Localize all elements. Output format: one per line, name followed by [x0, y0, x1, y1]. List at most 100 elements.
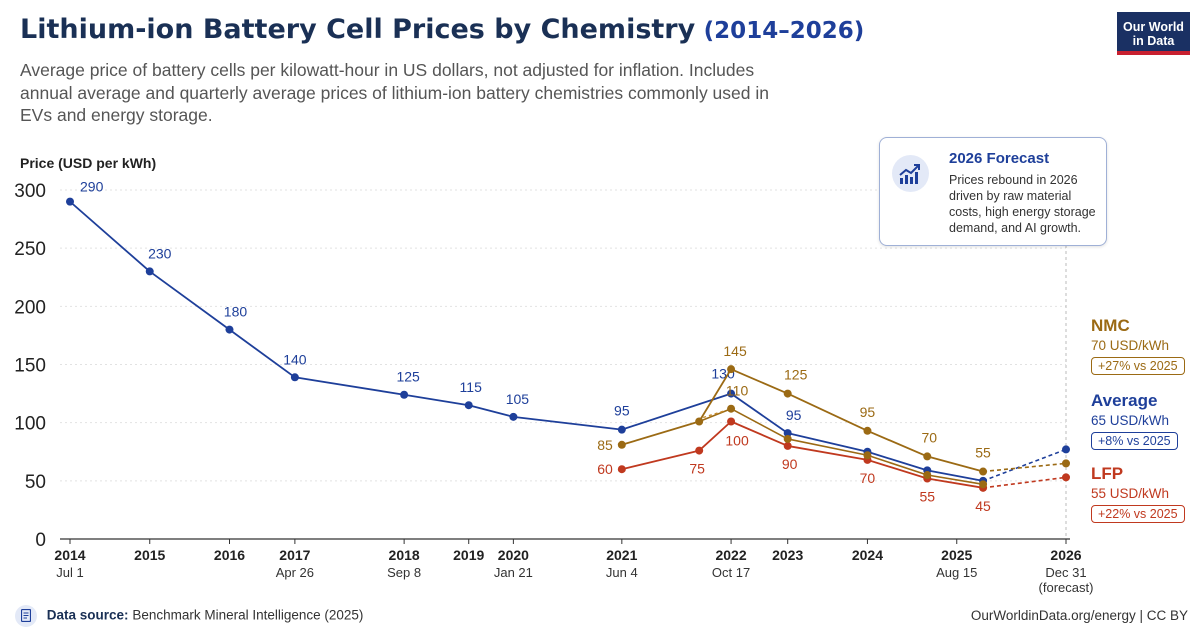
data-label-average: 115: [460, 379, 483, 395]
data-point-nmc: [727, 365, 736, 374]
series-change-badge: +8% vs 2025: [1091, 432, 1178, 450]
data-label-lfp: 90: [782, 456, 798, 472]
y-tick-label: 100: [14, 414, 46, 435]
document-icon: [15, 605, 37, 627]
x-tick-label: 2022: [715, 547, 746, 563]
x-tick-label: 2016: [214, 547, 245, 563]
data-label-lfp: 45: [975, 498, 991, 514]
x-tick-label: 2018: [389, 547, 420, 563]
footer-link[interactable]: OurWorldinData.org/energy | CC BY: [970, 608, 1188, 623]
series-name: NMC: [1091, 316, 1130, 335]
x-tick-label: 2019: [453, 547, 484, 563]
data-point-mixed: [727, 404, 736, 413]
callout-title: 2026 Forecast: [949, 150, 1050, 167]
chart-title: Lithium-ion Battery Cell Prices by Chemi…: [20, 14, 864, 45]
data-point-mixed: [863, 451, 872, 460]
series-change-badge: +27% vs 2025: [1091, 357, 1185, 375]
data-point-average: [727, 389, 736, 398]
data-point-average: [509, 412, 518, 421]
forecast-point-lfp: [1062, 473, 1070, 482]
series-change-badge: +22% vs 2025: [1091, 505, 1185, 523]
x-tick-date: Dec 31: [1045, 565, 1086, 580]
series-label-average: Average 65 USD/kWh +8% vs 2025: [1091, 391, 1178, 450]
x-tick-date: Oct 17: [712, 565, 750, 580]
data-point-nmc: [617, 440, 626, 449]
data-source: Data source: Benchmark Mineral Intellige…: [15, 605, 363, 627]
data-point-nmc: [923, 452, 932, 461]
data-label-nmc: 145: [723, 343, 747, 359]
data-point-lfp: [727, 417, 736, 426]
data-point-nmc: [979, 467, 988, 476]
x-tick-date: Sep 8: [387, 565, 421, 580]
x-tick-date: Jul 1: [56, 565, 83, 580]
data-point-average: [464, 401, 473, 410]
x-tick-label: 2024: [852, 547, 883, 563]
data-label-average: 95: [614, 403, 630, 419]
data-point-lfp: [783, 441, 792, 450]
data-label-lfp: 100: [725, 433, 749, 449]
x-tick-date: Jun 4: [606, 565, 638, 580]
x-tick-date: (forecast): [1039, 580, 1094, 595]
annotation-connector: [702, 410, 726, 419]
data-label-mixed: 110: [726, 383, 749, 399]
x-tick-label: 2025: [941, 547, 972, 563]
forecast-line-average: [982, 448, 1067, 482]
x-tick-label: 2020: [498, 547, 529, 563]
series-name: LFP: [1091, 464, 1124, 483]
data-point-average: [145, 267, 154, 276]
series-value: 65 USD/kWh: [1091, 413, 1170, 428]
forecast-line-lfp: [982, 476, 1067, 489]
data-label-average: 105: [506, 391, 530, 407]
data-label-average: 230: [148, 245, 172, 261]
data-label-average: 180: [224, 304, 248, 320]
data-point-mixed: [783, 434, 792, 443]
data-point-mixed: [979, 480, 988, 489]
data-label-nmc: 70: [921, 429, 937, 445]
series-label-nmc: NMC 70 USD/kWh +27% vs 2025: [1091, 316, 1185, 375]
x-tick-label: 2017: [279, 547, 310, 563]
series-line-average: [69, 200, 984, 482]
data-label-nmc: 95: [860, 404, 876, 420]
data-label-average: 125: [396, 369, 420, 385]
series-value: 55 USD/kWh: [1091, 486, 1170, 501]
title-main: Lithium-ion Battery Cell Prices by Chemi…: [20, 14, 696, 45]
data-label-nmc: 125: [784, 367, 808, 383]
data-label-average: 290: [80, 179, 104, 195]
data-point-mixed: [923, 471, 932, 480]
data-label-lfp: 60: [597, 461, 613, 477]
source-label: Data source:: [46, 607, 129, 623]
data-label-lfp: 75: [689, 461, 705, 477]
logo-line-2: in Data: [1132, 34, 1175, 48]
logo-line-1: Our World: [1123, 20, 1184, 34]
series-value: 70 USD/kWh: [1091, 338, 1170, 353]
data-label-average: 140: [283, 351, 307, 367]
x-tick-date: Jan 21: [494, 565, 533, 580]
forecast-callout: 2026 Forecast Prices rebound in 2026 dri…: [879, 137, 1107, 246]
y-tick-label: 150: [14, 356, 46, 377]
data-label-nmc: 85: [597, 437, 613, 453]
owid-logo[interactable]: Our World in Data: [1117, 12, 1190, 55]
source-text: Benchmark Mineral Intelligence (2025): [132, 607, 364, 623]
data-point-average: [290, 373, 299, 382]
y-tick-label: 200: [14, 297, 46, 318]
data-point-nmc: [783, 389, 792, 398]
y-tick-label: 300: [14, 181, 46, 202]
x-tick-label: 2023: [772, 547, 803, 563]
data-point-average: [225, 325, 234, 334]
series-line-mixed: [698, 407, 984, 486]
callout-text: Prices rebound in 2026 driven by raw mat…: [949, 173, 1096, 235]
data-label-nmc: 55: [975, 445, 991, 461]
data-point-average: [617, 425, 626, 434]
x-tick-label: 2014: [54, 547, 85, 563]
data-point-average: [66, 197, 74, 206]
data-point-nmc: [863, 426, 872, 435]
data-point-lfp: [695, 446, 704, 455]
y-tick-label: 50: [25, 472, 46, 493]
title-years: (2014–2026): [703, 18, 865, 44]
forecast-point-average: [1062, 445, 1070, 454]
data-label-lfp: 70: [860, 470, 876, 486]
data-point-average: [400, 390, 409, 399]
x-tick-date: Apr 26: [276, 565, 314, 580]
data-point-average: [783, 429, 792, 438]
